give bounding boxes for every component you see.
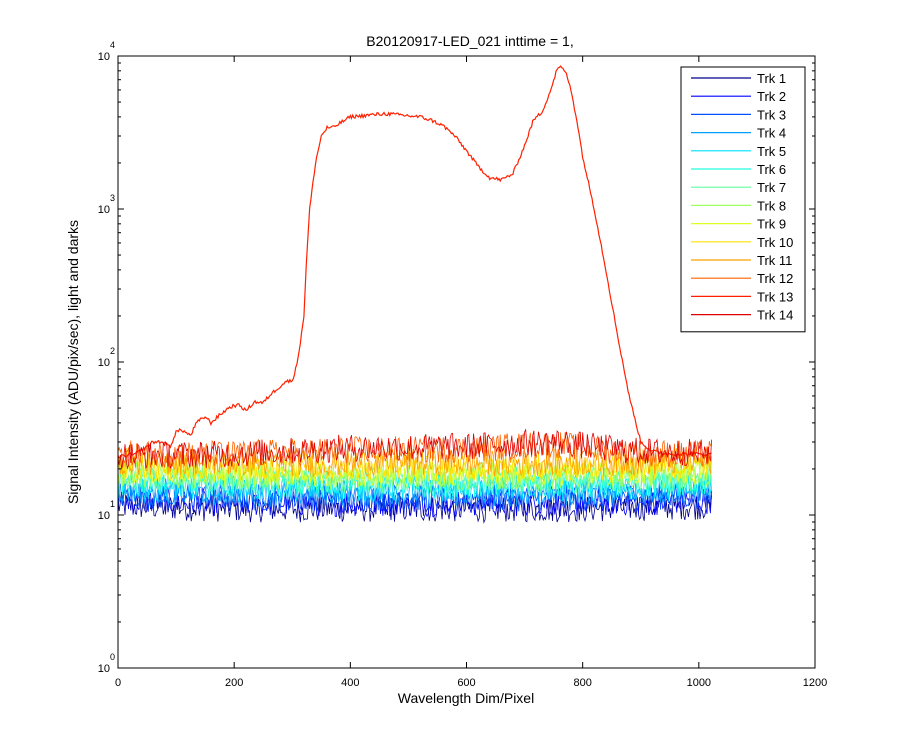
y-tick-label-base: 10	[98, 663, 110, 675]
y-tick-label-base: 10	[98, 51, 110, 63]
x-tick-label: 200	[225, 677, 243, 689]
legend-label: Trk 13	[757, 289, 793, 304]
y-tick-label-exponent: 0	[110, 652, 115, 662]
legend-label: Trk 4	[757, 126, 786, 141]
legend-label: Trk 8	[757, 198, 786, 213]
x-axis-label: Wavelength Dim/Pixel	[398, 690, 534, 706]
y-tick-label-base: 10	[98, 204, 110, 216]
legend-label: Trk 7	[757, 180, 786, 195]
y-tick-label-base: 10	[98, 357, 110, 369]
legend-label: Trk 10	[757, 235, 793, 250]
series-line-2	[117, 486, 712, 518]
plot-area	[117, 65, 712, 524]
legend: Trk 1 Trk 2 Trk 3 Trk 4 Trk 5 Trk 6 Trk 7 Trk 8…	[680, 66, 806, 333]
y-tick-label-exponent: 2	[110, 346, 115, 356]
x-tick-label: 1000	[687, 677, 711, 689]
legend-label: Trk 11	[757, 253, 792, 268]
legend-box	[680, 66, 806, 333]
legend-label: Trk 9	[757, 217, 786, 232]
x-tick-label: 1200	[803, 677, 827, 689]
x-tick-label: 400	[341, 677, 359, 689]
legend-label: Trk 1	[757, 71, 786, 86]
x-tick-label: 800	[573, 677, 591, 689]
chart-title: B20120917-LED_021 inttime = 1,	[366, 33, 573, 49]
x-tick-label: 600	[457, 677, 475, 689]
series-line-14	[117, 428, 712, 470]
legend-label: Trk 3	[757, 107, 786, 122]
y-tick-label-exponent: 1	[110, 499, 115, 509]
y-tick-label-base: 10	[98, 510, 110, 522]
legend-label: Trk 2	[757, 89, 786, 104]
x-tick-label: 0	[115, 677, 121, 689]
y-axis-label: Signal Intensity (ADU/pix/sec), light an…	[65, 220, 81, 504]
legend-label: Trk 5	[757, 144, 786, 159]
y-tick-label-exponent: 4	[110, 40, 115, 50]
legend-label: Trk 12	[757, 271, 793, 286]
y-tick-label-exponent: 3	[110, 193, 115, 203]
series-line-13	[117, 65, 712, 459]
x-axis: 0 200 400 600 800 1000 1200	[115, 56, 827, 689]
legend-label: Trk 6	[757, 162, 786, 177]
legend-label: Trk 14	[757, 308, 793, 323]
